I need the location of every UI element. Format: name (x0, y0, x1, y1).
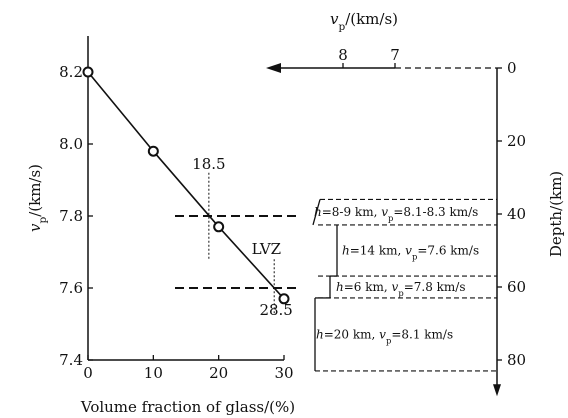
x-tick-label: 0 (83, 364, 93, 382)
y-tick-label: 7.4 (59, 351, 83, 369)
data-point (147, 145, 159, 157)
depth-tick-label: 0 (507, 59, 517, 77)
y-tick-label: 8.0 (59, 135, 83, 153)
velocity-axis-arrow (266, 63, 281, 73)
layer-label: h=8-9 km, vp=8.1-8.3 km/s (314, 205, 478, 223)
velocity-axis-title: vp/(km/s) (330, 10, 398, 33)
annotation-28-5: 28.5 (259, 301, 292, 319)
depth-tick-label: 80 (507, 351, 526, 369)
x-tick-label: 30 (274, 364, 293, 382)
annotation-18-5: 18.5 (192, 155, 225, 173)
depth-tick-label: 40 (507, 205, 526, 223)
data-point (278, 293, 290, 305)
velocity-profile-segment (312, 199, 321, 226)
velocity-tick-label: 8 (338, 46, 348, 64)
x-axis-title: Volume fraction of glass/(%) (80, 398, 295, 416)
depth-tick-label: 60 (507, 278, 526, 296)
y-tick-label: 7.8 (59, 207, 83, 225)
layer-label: h=6 km, vp=7.8 km/s (336, 280, 466, 298)
x-tick-label: 20 (209, 364, 228, 382)
x-tick-label: 10 (144, 364, 163, 382)
depth-tick-label: 20 (507, 132, 526, 150)
layer-label: h=14 km, vp=7.6 km/s (342, 244, 479, 262)
y-axis-title: vp/(km/s) (26, 164, 49, 232)
annotation-lvz: LVZ (252, 240, 281, 258)
data-point (82, 66, 94, 78)
data-point (213, 221, 225, 233)
layer-label: h=20 km, vp=8.1 km/s (316, 327, 453, 345)
left-chart: 7.4 7.6 7.8 8.0 8.2 0 10 20 30 Volume fraction of… (26, 36, 296, 416)
y-tick-label: 7.6 (59, 279, 83, 297)
data-line (87, 71, 285, 300)
y-tick-label: 8.2 (59, 63, 83, 81)
depth-axis-arrow (493, 384, 501, 397)
velocity-tick-label: 7 (390, 46, 400, 64)
depth-axis-title: Depth/(km) (547, 171, 565, 257)
right-chart: 8 7 vp/(km/s) 0 20 40 60 80 Depth/(km) h=8-9 km, … (266, 10, 565, 397)
